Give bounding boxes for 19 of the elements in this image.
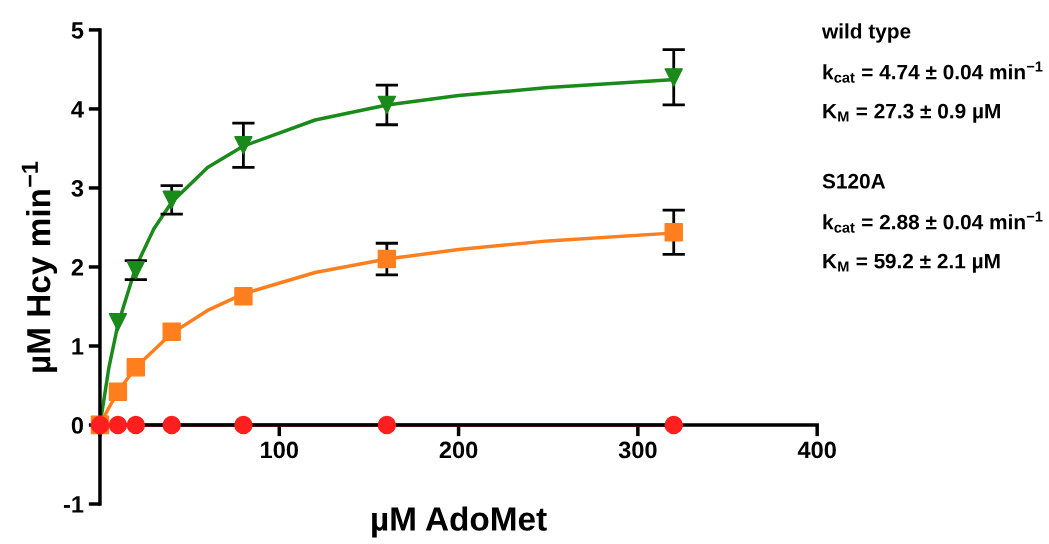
x-axis-title: µM AdoMet [372,506,547,538]
text: k$_{cat}$ = 2.88 ± 0.04 min$^{−1}$ [823,211,1043,233]
x-tick-label: 200 [439,441,478,459]
y-tick-label: 1 [72,338,84,355]
y-tick-label: 0 [71,417,84,434]
y-tick-label: 2 [71,259,84,276]
y-tick-label: -1 [63,496,84,513]
text: K$_{M}$ = 27.3 ± 0.9 µM [823,103,1000,123]
x-tick-label: 300 [618,441,657,459]
text: k$_{cat}$ = 4.74 ± 0.04 min$^{−1}$ [823,61,1043,83]
text: S120A [822,173,886,189]
y-tick-label: 4 [71,101,84,118]
y-tick-label: 5 [71,22,84,39]
text: K$_{M}$ = 59.2 ± 2.1 µM [823,253,1000,273]
y-axis-title: µM Hcy min$^{−1}$ [21,161,58,372]
y-tick-label: 3 [71,180,84,197]
x-tick-label: 100 [261,441,298,459]
text: wild type [821,23,911,43]
x-tick-label: 400 [797,441,836,459]
